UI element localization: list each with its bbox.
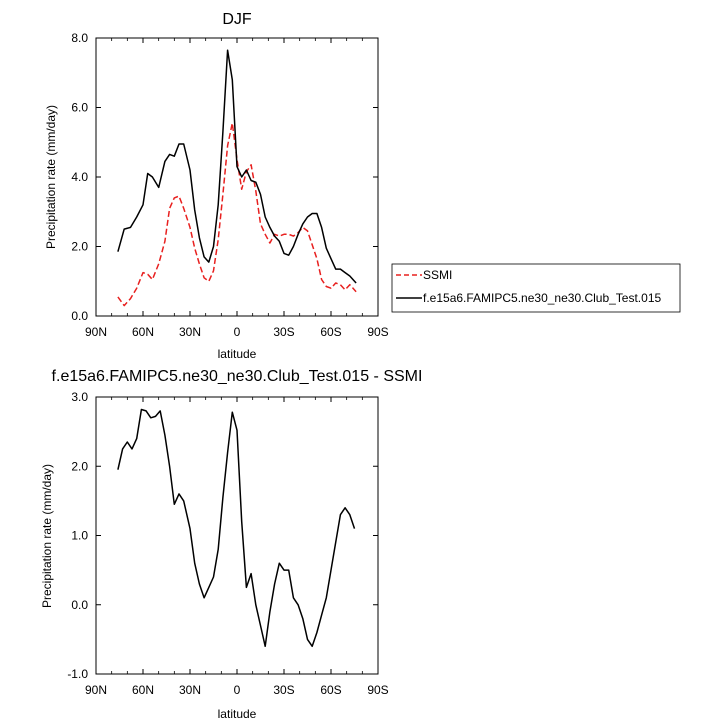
top-x-axis: 90N 60N 30N 0 30S 60S 90S bbox=[85, 38, 389, 339]
top-y-axis: 0.0 2.0 4.0 6.0 8.0 bbox=[71, 31, 378, 323]
x-tick-label: 30N bbox=[179, 683, 201, 697]
x-tick-label: 30S bbox=[273, 683, 294, 697]
x-tick-label: 30N bbox=[179, 325, 201, 339]
x-tick-label: 90N bbox=[85, 683, 107, 697]
top-y-axis-label: Precipitation rate (mm/day) bbox=[44, 105, 58, 249]
series-line-ssmi bbox=[117, 122, 357, 307]
top-chart: DJF 0.02.04.06.08.0 90N 60N 30N 0 30S 60S 90S … bbox=[44, 11, 681, 361]
x-tick-label: 60S bbox=[320, 325, 341, 339]
top-x-axis-label: latitude bbox=[218, 347, 257, 361]
y-tick-label: 0.0 bbox=[71, 309, 88, 323]
x-tick-label: 90S bbox=[367, 325, 388, 339]
y-tick-label: 1.0 bbox=[71, 529, 88, 543]
y-tick-label: 3.0 bbox=[71, 390, 88, 404]
top-series-group bbox=[117, 49, 357, 307]
legend-label-ssmi: SSMI bbox=[423, 268, 452, 282]
x-tick-label: 60S bbox=[320, 683, 341, 697]
x-tick-label: 90N bbox=[85, 325, 107, 339]
x-tick-label: 90S bbox=[367, 683, 388, 697]
y-tick-label: 2.0 bbox=[71, 240, 88, 254]
y-tick-label: 0.0 bbox=[71, 598, 88, 612]
bottom-series-group bbox=[117, 408, 356, 648]
x-tick-label: 30S bbox=[273, 325, 294, 339]
y-tick-label: -1.0 bbox=[67, 667, 88, 681]
series-line-difference bbox=[117, 408, 356, 648]
bottom-y-axis: -1.0 0.0 1.0 2.0 3.0 bbox=[67, 390, 378, 681]
y-tick-label: 8.0 bbox=[71, 31, 88, 45]
y-tick-label: 4.0 bbox=[71, 170, 88, 184]
y-tick-label: 2.0 bbox=[71, 459, 88, 473]
x-tick-label: 60N bbox=[132, 325, 154, 339]
top-plot-frame bbox=[95, 37, 379, 317]
legend-label-model: f.e15a6.FAMIPC5.ne30_ne30.Club_Test.015 bbox=[423, 291, 661, 305]
legend: SSMI f.e15a6.FAMIPC5.ne30_ne30.Club_Test… bbox=[391, 263, 681, 313]
legend-box bbox=[391, 263, 681, 313]
bottom-x-axis: 90N 60N 30N 0 30S 60S 90S bbox=[85, 397, 389, 697]
series-line-model bbox=[117, 49, 357, 284]
x-tick-label: 0 bbox=[234, 683, 241, 697]
x-tick-label: 60N bbox=[132, 683, 154, 697]
bottom-x-axis-label: latitude bbox=[218, 707, 257, 721]
bottom-chart: f.e15a6.FAMIPC5.ne30_ne30.Club_Test.015 … bbox=[40, 368, 422, 721]
y-tick-label: 6.0 bbox=[71, 101, 88, 115]
bottom-chart-title: f.e15a6.FAMIPC5.ne30_ne30.Club_Test.015 … bbox=[52, 368, 423, 385]
x-tick-label: 0 bbox=[234, 325, 241, 339]
top-chart-title: DJF bbox=[222, 11, 252, 28]
bottom-y-axis-label: Precipitation rate (mm/day) bbox=[40, 464, 54, 608]
